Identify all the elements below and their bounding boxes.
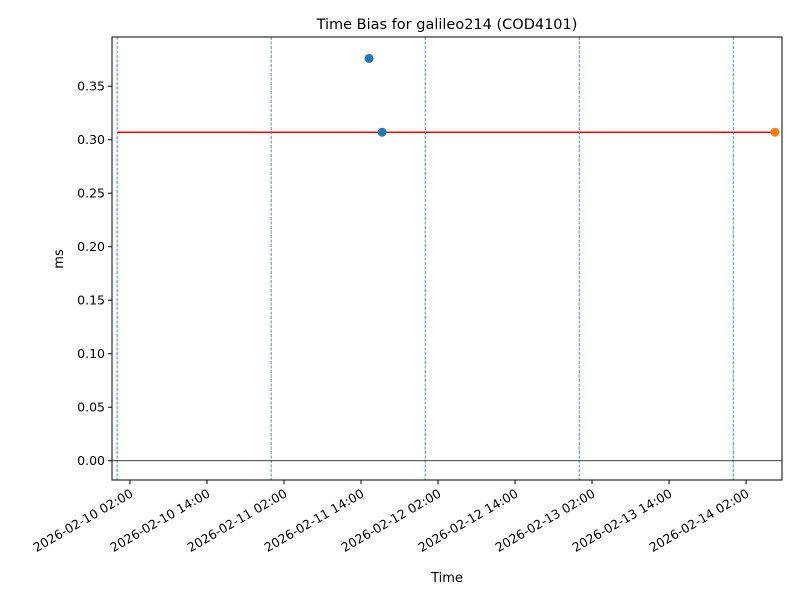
y-tick-label: 0.00	[77, 453, 105, 468]
axes-frame	[111, 36, 783, 481]
y-tick-label: 0.20	[77, 239, 105, 254]
data-point-series-0	[364, 53, 374, 63]
x-axis-label: Time	[430, 571, 463, 586]
plot-area	[112, 37, 782, 480]
y-tick-label: 0.05	[77, 400, 105, 415]
y-tick-label: 0.10	[77, 346, 105, 361]
y-tick-label: 0.30	[77, 132, 105, 147]
chart-title: Time Bias for galileo214 (COD4101)	[316, 17, 578, 33]
y-tick-label: 0.25	[77, 186, 105, 201]
data-point-series-0	[377, 127, 387, 137]
y-axis-label: ms	[52, 249, 67, 269]
y-tick-label: 0.15	[77, 293, 105, 308]
data-point-series-1	[770, 127, 780, 137]
y-tick-label: 0.35	[77, 79, 105, 94]
